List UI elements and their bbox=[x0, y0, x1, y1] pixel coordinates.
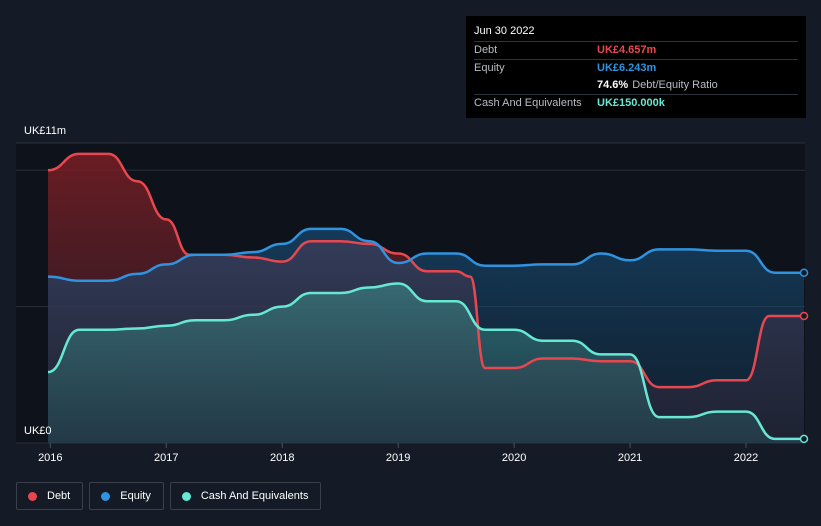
x-tick-label: 2017 bbox=[154, 452, 178, 464]
x-tick-label: 2018 bbox=[270, 452, 294, 464]
end-markers bbox=[799, 268, 809, 444]
line-debt bbox=[47, 152, 804, 389]
legend-item-equity[interactable]: Equity bbox=[89, 482, 164, 510]
legend-dot-icon bbox=[181, 491, 191, 501]
line-equity bbox=[47, 227, 804, 282]
tooltip-row-cash: Cash And Equivalents UK£150.000k bbox=[474, 94, 798, 112]
tooltip-row-debt: Debt UK£4.657m bbox=[474, 41, 798, 59]
line-cash-and-equivalents bbox=[47, 282, 804, 441]
series-lines bbox=[47, 152, 804, 441]
area-cash-and-equivalents bbox=[48, 283, 804, 443]
tooltip-date: Jun 30 2022 bbox=[474, 25, 535, 37]
marker-equity bbox=[799, 268, 809, 277]
x-tick-label: 2016 bbox=[38, 452, 62, 464]
tooltip-label: Equity bbox=[474, 62, 505, 74]
tooltip-row-equity: Equity UK£6.243m bbox=[474, 59, 798, 77]
legend: Debt Equity Cash And Equivalents bbox=[16, 482, 322, 510]
x-tick-label: 2019 bbox=[386, 452, 410, 464]
marker-cash-and-equivalents bbox=[799, 434, 809, 444]
tooltip-label: Debt bbox=[474, 44, 498, 56]
y-axis-top-label: UK£11m bbox=[24, 125, 66, 137]
legend-item-cash[interactable]: Cash And Equivalents bbox=[169, 482, 322, 510]
x-tick-label: 2022 bbox=[734, 452, 758, 464]
series-areas bbox=[48, 153, 804, 443]
tooltip-row-ratio: 74.6% Debt/Equity Ratio bbox=[474, 77, 798, 94]
legend-item-debt[interactable]: Debt bbox=[16, 482, 84, 510]
legend-label: Equity bbox=[120, 490, 151, 502]
legend-label: Cash And Equivalents bbox=[200, 490, 309, 502]
tooltip-ratio-value: 74.6% bbox=[597, 79, 629, 91]
x-tick-label: 2021 bbox=[618, 452, 642, 464]
marker-debt bbox=[799, 311, 809, 321]
x-axis-ticks: 2016 2017 2018 2019 2020 2021 2022 bbox=[38, 443, 758, 464]
tooltip-label bbox=[474, 77, 597, 94]
tooltip-value: UK£150.000k bbox=[597, 97, 665, 109]
legend-dot-icon bbox=[101, 491, 111, 501]
tooltip-ratio-label: Debt/Equity Ratio bbox=[632, 79, 718, 91]
legend-dot-icon bbox=[28, 491, 37, 501]
x-tick-label: 2020 bbox=[502, 452, 526, 464]
tooltip-value: UK£6.243m bbox=[597, 62, 657, 74]
y-axis-bottom-label: UK£0 bbox=[24, 425, 52, 437]
tooltip-label: Cash And Equivalents bbox=[474, 97, 582, 109]
legend-label: Debt bbox=[47, 490, 71, 502]
tooltip-value: UK£4.657m bbox=[597, 44, 657, 56]
tooltip-panel: Jun 30 2022 Debt UK£4.657m Equity UK£6.2… bbox=[466, 16, 806, 118]
